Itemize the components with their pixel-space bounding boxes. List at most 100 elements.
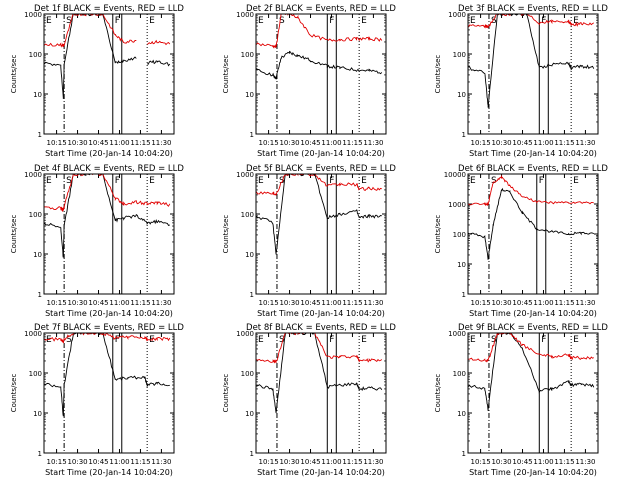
marker-label: E (258, 16, 264, 26)
panel-9: Det 9f BLACK = Events, RED = LLD Counts/s… (434, 323, 608, 477)
marker-label: E (149, 16, 155, 26)
y-tick-label: 100 (29, 51, 42, 59)
marker-label: F (115, 16, 120, 26)
x-tick-label: 11:30 (575, 299, 595, 307)
y-tick-label: 1 (462, 291, 466, 299)
y-tick-label: 100 (453, 231, 466, 239)
x-tick-label: 11:15 (554, 139, 574, 147)
y-tick-label: 10000 (444, 171, 466, 179)
x-tick-label: 11:15 (554, 458, 574, 466)
panel-title: Det 9f BLACK = Events, RED = LLD (458, 323, 608, 333)
plot-area (256, 333, 383, 414)
y-tick-label: 1 (250, 450, 254, 458)
marker-label: F (329, 335, 334, 345)
x-tick-label: 10:45 (300, 458, 320, 466)
marker-label: S (491, 176, 497, 186)
panel-title: Det 7f BLACK = Events, RED = LLD (34, 323, 184, 333)
plot-frame (255, 13, 387, 135)
x-tick-label: 11:00 (109, 139, 129, 147)
y-tick-label: 1000 (236, 11, 254, 19)
x-tick-label: 11:00 (109, 458, 129, 466)
marker-label: E (46, 176, 52, 186)
series-line-events (256, 333, 383, 414)
marker-label: E (470, 335, 476, 345)
panel-title: Det 3f BLACK = Events, RED = LLD (458, 4, 608, 14)
x-tick-label: 11:30 (151, 139, 171, 147)
x-axis-label: Start Time (20-Jan-14 10:04:20) (45, 468, 173, 477)
marker-label: E (258, 335, 264, 345)
panel-2: Det 2f BLACK = Events, RED = LLD Counts/s… (222, 4, 396, 158)
y-tick-label: 1000 (236, 330, 254, 338)
x-tick-label: 10:15 (258, 299, 278, 307)
x-tick-label: 10:15 (258, 458, 278, 466)
series-line-events (256, 174, 382, 255)
x-tick-label: 10:30 (491, 299, 511, 307)
marker-label: F (329, 176, 334, 186)
x-tick-label: 11:00 (533, 458, 553, 466)
marker-label: F (541, 16, 546, 26)
x-axis-label: Start Time (20-Jan-14 10:04:20) (469, 309, 597, 318)
x-axis-label: Start Time (20-Jan-14 10:04:20) (45, 309, 173, 318)
marker-label: S (66, 16, 72, 26)
marker-label: E (470, 16, 476, 26)
x-tick-label: 10:45 (88, 139, 108, 147)
x-tick-label: 11:00 (533, 299, 553, 307)
plot-frame (43, 173, 175, 295)
y-tick-label: 1 (38, 291, 42, 299)
x-tick-label: 10:15 (46, 299, 66, 307)
x-axis-label: Start Time (20-Jan-14 10:04:20) (469, 149, 597, 158)
y-tick-label: 100 (241, 211, 254, 219)
y-tick-label: 100 (29, 211, 42, 219)
marker-label: F (329, 16, 334, 26)
y-tick-label: 1000 (236, 171, 254, 179)
x-tick-label: 11:15 (342, 139, 362, 147)
y-axis-label: Counts/sec (434, 215, 442, 254)
y-axis-label: Counts/sec (222, 55, 230, 94)
x-tick-label: 10:15 (258, 139, 278, 147)
plot-area (44, 14, 171, 99)
x-axis-label: Start Time (20-Jan-14 10:04:20) (257, 309, 385, 318)
x-tick-label: 11:30 (151, 299, 171, 307)
y-axis-label: Counts/sec (10, 55, 18, 94)
x-tick-label: 10:45 (88, 458, 108, 466)
series-line-events (44, 174, 170, 258)
marker-label: S (491, 16, 497, 26)
y-tick-label: 1 (250, 291, 254, 299)
marker-label: E (46, 335, 52, 345)
y-tick-label: 1 (38, 450, 42, 458)
y-tick-label: 1000 (24, 171, 42, 179)
x-tick-label: 10:45 (512, 139, 532, 147)
plot-area (256, 174, 382, 255)
marker-label: S (279, 16, 285, 26)
marker-label: E (258, 176, 264, 186)
y-tick-label: 100 (29, 370, 42, 378)
marker-label: E (361, 176, 367, 186)
x-axis-label: Start Time (20-Jan-14 10:04:20) (45, 149, 173, 158)
series-line-lld (256, 333, 383, 364)
x-tick-label: 10:30 (67, 139, 87, 147)
x-tick-label: 10:15 (46, 139, 66, 147)
x-tick-label: 11:30 (575, 139, 595, 147)
y-tick-label: 10 (33, 91, 42, 99)
y-axis-label: Counts/sec (222, 374, 230, 413)
marker-label: E (361, 335, 367, 345)
y-tick-label: 10 (33, 251, 42, 259)
panel-title: Det 2f BLACK = Events, RED = LLD (246, 4, 396, 14)
y-tick-label: 100 (241, 370, 254, 378)
x-tick-label: 11:30 (151, 458, 171, 466)
y-tick-label: 1000 (24, 330, 42, 338)
marker-label: E (46, 16, 52, 26)
y-axis-label: Counts/sec (10, 374, 18, 413)
x-tick-label: 10:30 (279, 139, 299, 147)
x-tick-label: 11:00 (109, 299, 129, 307)
series-line-lld (256, 14, 383, 49)
panel-8: Det 8f BLACK = Events, RED = LLD Counts/s… (222, 323, 396, 477)
panel-3: Det 3f BLACK = Events, RED = LLD Counts/s… (434, 4, 608, 158)
panel-5: Det 5f BLACK = Events, RED = LLD Counts/s… (222, 164, 396, 318)
y-tick-label: 1000 (448, 330, 466, 338)
series-line-lld (468, 333, 594, 363)
y-tick-label: 1000 (448, 11, 466, 19)
x-tick-label: 10:15 (470, 458, 490, 466)
series-line-events (468, 187, 595, 260)
